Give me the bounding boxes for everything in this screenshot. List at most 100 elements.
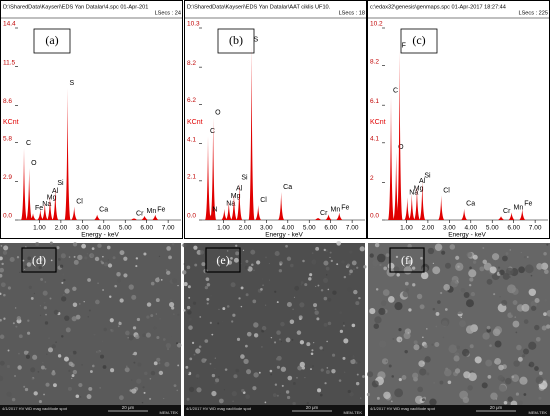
texture [503,400,508,405]
texture [33,391,38,396]
texture [250,249,256,255]
texture [230,257,233,260]
texture [374,242,380,248]
texture [403,332,411,340]
peak [325,214,332,220]
texture [52,383,57,388]
texture [457,265,460,269]
peak [404,197,411,220]
texture [469,266,472,270]
texture [401,375,407,380]
texture [0,360,5,366]
texture [507,284,516,294]
texture [421,271,429,280]
texture [279,393,281,395]
peak [41,202,48,220]
texture [188,317,192,321]
texture [27,256,32,261]
texture [3,245,9,251]
x-tick-label: 4.00 [281,225,294,232]
texture [301,366,306,370]
y-tick-label: 0.0 [3,213,12,220]
texture [187,285,191,289]
texture [1,262,4,266]
x-label: Energy - keV [265,232,303,239]
y-label: KCnt [3,119,19,126]
texture [349,391,354,397]
texture [494,360,498,364]
texture [78,382,83,388]
texture [131,294,137,300]
texture [456,365,458,367]
texture [218,248,220,250]
texture [310,368,312,371]
texture [417,386,424,393]
texture [512,320,520,328]
texture [44,281,47,283]
texture [206,297,210,301]
texture [535,336,541,342]
peak [71,206,78,220]
texture [482,332,490,340]
peak [519,208,526,220]
texture [286,256,292,261]
texture [68,361,74,367]
texture [55,341,57,343]
texture [97,282,99,285]
texture [24,387,29,392]
texture [61,296,67,302]
texture [142,333,146,338]
texture [83,300,85,303]
texture [408,308,412,312]
texture [253,372,259,378]
texture [355,381,360,386]
y-tick-label: 2.1 [187,174,196,181]
texture [201,358,207,363]
label-box [21,247,57,273]
texture [63,356,69,362]
texture [314,308,317,311]
texture [461,348,470,357]
footer-text: 4/1/2017 HV WD mag vacMode spot [2,406,68,411]
texture [435,312,440,316]
texture [538,371,543,376]
texture [199,250,205,255]
peak-label: O [215,109,221,116]
texture [304,376,306,379]
texture [348,273,351,276]
texture [489,266,497,274]
peak-label: Si [424,172,431,179]
texture [437,300,441,304]
texture [489,344,492,347]
texture [331,368,336,374]
peak [413,186,420,220]
texture [72,242,78,247]
texture [109,318,114,323]
peak-label: Cl [260,197,267,204]
texture [30,296,34,300]
texture [388,364,392,368]
texture [101,340,104,343]
texture [450,279,459,288]
texture [0,282,6,288]
texture [521,303,530,312]
texture [86,252,89,255]
texture [319,393,323,397]
texture [183,309,186,312]
texture [326,340,328,343]
texture [176,342,182,348]
texture [136,317,141,322]
texture [256,260,261,265]
texture [427,247,435,255]
panel-label-box [400,28,438,54]
texture [68,256,71,258]
peak [26,168,33,220]
texture [313,303,318,308]
texture [393,266,400,273]
texture [358,361,361,363]
texture [183,282,188,287]
texture [32,354,38,360]
texture [43,393,45,396]
texture [236,337,241,341]
x-tick-label: 3.00 [76,225,89,232]
